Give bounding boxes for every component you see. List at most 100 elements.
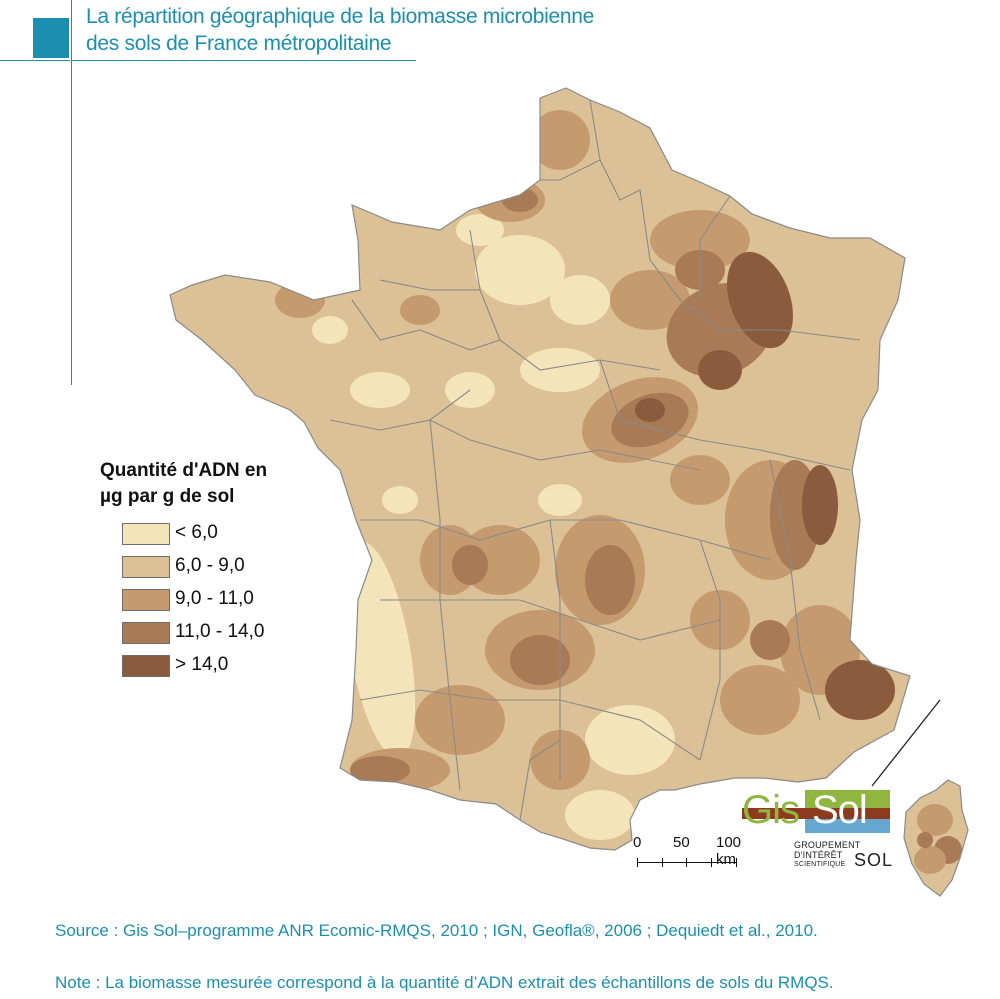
zone-9-11 <box>415 685 505 755</box>
department-boundary <box>589 99 641 201</box>
zone-lt6 <box>312 316 348 344</box>
scale-label-0: 0 <box>633 834 642 851</box>
legend-swatch <box>122 523 170 545</box>
legend-swatch <box>122 622 170 644</box>
legend-label: > 14,0 <box>175 654 229 675</box>
legend-label: 9,0 - 11,0 <box>175 588 254 609</box>
france-mainland <box>170 88 910 850</box>
logo-line2: D'INTÉRÊT <box>794 850 843 860</box>
department-boundary <box>469 229 661 371</box>
zone-lt6 <box>382 486 418 514</box>
zone-9-11 <box>914 846 946 874</box>
department-boundary <box>769 459 821 721</box>
logo-line1: GROUPEMENT <box>794 840 861 850</box>
zone-gt14 <box>802 465 838 545</box>
zone-11-14 <box>502 188 538 212</box>
legend-item: 9,0 - 11,0 <box>100 586 330 619</box>
zone-lt6 <box>538 484 582 516</box>
zone-lt6 <box>585 705 675 775</box>
department-boundary <box>540 159 601 181</box>
department-boundary <box>599 359 851 471</box>
zone-9-11 <box>400 295 440 325</box>
zone-9-11 <box>670 455 730 505</box>
department-boundary <box>429 419 461 791</box>
legend-swatch <box>122 589 170 611</box>
zone-9-11 <box>530 110 590 170</box>
header-accent-square <box>33 18 69 58</box>
legend: Quantité d'ADN en µg par g de sol < 6,0 … <box>100 458 330 685</box>
legend-item: 11,0 - 14,0 <box>100 619 330 652</box>
scale-tick <box>686 858 687 867</box>
zone-9-11 <box>917 804 953 836</box>
department-boundary <box>329 389 471 431</box>
legend-item: < 6,0 <box>100 520 330 553</box>
logo-sol-small: SOL <box>854 850 894 870</box>
zone-gt14 <box>635 398 665 422</box>
corsica-zones <box>914 804 962 874</box>
legend-title: Quantité d'ADN en µg par g de sol <box>100 458 330 510</box>
zone-gt14 <box>825 660 895 720</box>
map-title: La répartition géographique de la biomas… <box>86 3 646 57</box>
scale-label-100: 100 km <box>716 834 742 868</box>
header-divider-vertical <box>71 0 72 385</box>
note-text: Note : La biomasse mesurée correspond à … <box>55 973 834 992</box>
legend-item: > 14,0 <box>100 652 330 685</box>
logo-line3: SCIENTIFIQUE <box>794 861 846 868</box>
scale-bar: 0 50 100 km <box>632 834 762 874</box>
zone-9-11 <box>720 665 800 735</box>
zone-gt14 <box>698 350 742 390</box>
legend-item: 6,0 - 9,0 <box>100 553 330 586</box>
department-boundary <box>380 599 721 641</box>
scale-label-50: 50 <box>673 834 690 851</box>
scale-tick <box>736 858 737 867</box>
legend-label: 6,0 - 9,0 <box>175 555 245 576</box>
zone-lt6 <box>456 214 504 246</box>
gis-sol-logo: Gis Sol GROUPEMENT D'INTÉRÊT SCIENTIFIQU… <box>742 790 892 876</box>
source-text: Source : Gis Sol–programme ANR Ecomic-RM… <box>55 921 818 940</box>
zone-lt6 <box>475 235 565 305</box>
zone-11-14 <box>917 832 933 848</box>
map-title-line2: des sols de France métropolitaine <box>86 32 392 55</box>
zone-11-14 <box>350 756 410 784</box>
header-frame <box>0 0 70 61</box>
zone-lt6 <box>350 372 410 408</box>
biomass-zones <box>275 110 895 840</box>
department-boundary <box>699 195 731 300</box>
department-boundary <box>519 739 561 821</box>
department-boundaries <box>329 99 861 821</box>
zone-lt6 <box>520 348 600 392</box>
logo-subtitle: GROUPEMENT D'INTÉRÊT SCIENTIFIQUE <box>794 840 861 870</box>
zone-9-11 <box>610 270 690 330</box>
zone-gt14 <box>727 251 793 349</box>
zone-11-14 <box>510 635 570 685</box>
map-title-line1: La répartition géographique de la biomas… <box>86 5 594 28</box>
inset-pointer-line <box>871 699 941 787</box>
zone-11-14 <box>585 545 635 615</box>
zone-lt6 <box>565 790 635 840</box>
logo-brown-band <box>742 808 890 819</box>
legend-title-line2: µg par g de sol <box>100 486 235 507</box>
department-boundary <box>699 539 721 761</box>
legend-swatch <box>122 556 170 578</box>
header-divider-horizontal <box>71 60 416 61</box>
corsica-base <box>904 780 968 896</box>
logo-gis-text: Gis <box>742 788 800 832</box>
department-boundary <box>429 419 701 471</box>
logo-sol-text: Sol <box>812 788 868 832</box>
department-boundary <box>359 689 701 761</box>
legend-swatch <box>122 655 170 677</box>
scale-tick <box>637 858 638 867</box>
logo-blue-band <box>805 819 890 833</box>
zone-lt6 <box>550 275 610 325</box>
department-boundary <box>379 279 480 291</box>
scale-tick <box>662 858 663 867</box>
zone-11-14 <box>750 620 790 660</box>
zone-lt6 <box>344 541 416 759</box>
legend-title-line1: Quantité d'ADN en <box>100 460 268 481</box>
zone-11-14 <box>452 545 488 585</box>
legend-label: < 6,0 <box>175 522 218 543</box>
legend-label: 11,0 - 14,0 <box>175 621 265 642</box>
department-boundary <box>639 189 861 341</box>
corsica-inset <box>904 780 968 896</box>
